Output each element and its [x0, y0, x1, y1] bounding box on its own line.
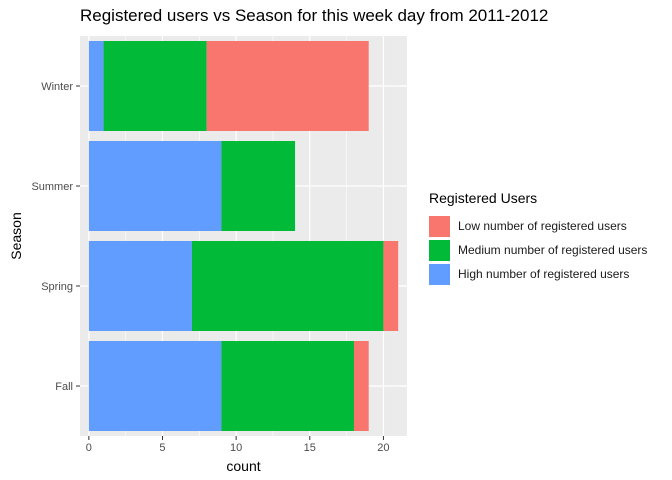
legend-item: High number of registered users: [429, 262, 647, 286]
x-tick-label: 15: [304, 442, 316, 454]
bar-segment: [353, 341, 369, 431]
legend-label: High number of registered users: [458, 267, 630, 281]
x-tick-label: 20: [377, 442, 389, 454]
legend-key: [429, 263, 450, 285]
y-tick-label: Spring: [41, 281, 73, 293]
bar-segment: [206, 41, 369, 131]
legend-label: Medium number of registered users: [458, 243, 648, 257]
x-tick-label: 5: [159, 442, 165, 454]
x-tick-label: 10: [230, 442, 242, 454]
y-tick-label: Fall: [55, 381, 73, 393]
axes: 0 5 10 15 20 Fall Spring Summer Winter count Seaso…: [8, 81, 390, 474]
legend-key: [429, 239, 450, 261]
bar-segment: [191, 241, 384, 331]
legend-item: Low number of registered users: [429, 214, 647, 238]
x-axis-label: count: [226, 458, 260, 474]
bar-segment: [88, 41, 104, 131]
bar-segment: [88, 141, 222, 231]
y-tick-label: Winter: [41, 81, 73, 93]
y-tick-label: Summer: [31, 181, 73, 193]
bar-segment: [221, 341, 354, 431]
bar-segment: [88, 341, 222, 431]
bar-segment: [221, 141, 296, 231]
bar-segment: [88, 241, 192, 331]
bar-segment: [383, 241, 399, 331]
legend-label: Low number of registered users: [458, 219, 627, 233]
y-axis-label: Season: [8, 212, 24, 259]
chart-title: Registered users vs Season for this week…: [80, 6, 549, 25]
legend-title: Registered Users: [429, 190, 538, 206]
x-tick-label: 0: [86, 442, 92, 454]
legend: Registered Users Low number of registere…: [429, 190, 647, 286]
bars: [88, 41, 399, 431]
legend-key: [429, 215, 450, 237]
legend-item: Medium number of registered users: [429, 238, 647, 262]
bar-segment: [103, 41, 207, 131]
